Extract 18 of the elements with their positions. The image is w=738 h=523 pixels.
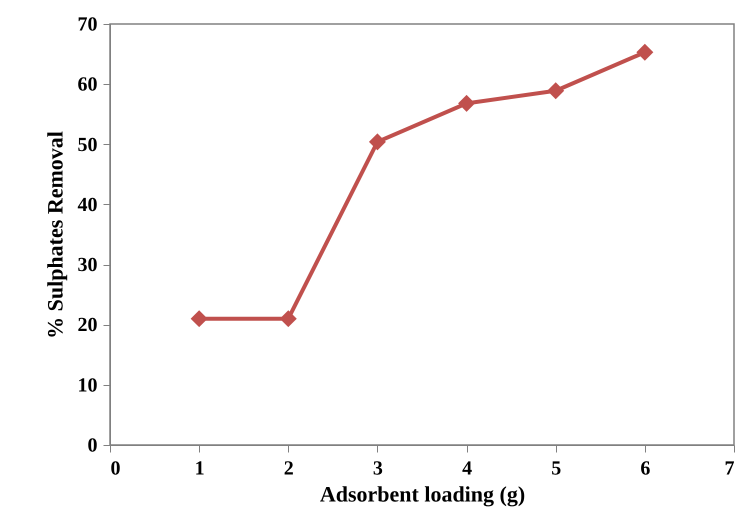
y-tick-label: 60 (78, 74, 98, 96)
x-tick-label: 1 (194, 458, 205, 480)
x-tick-label: 2 (284, 458, 294, 480)
x-tick-label: 0 (110, 458, 120, 480)
y-tick-label: 40 (78, 194, 98, 216)
x-tick-label: 6 (640, 458, 650, 480)
y-tick-label: 30 (78, 254, 98, 276)
y-tick-label: 50 (78, 134, 98, 156)
y-axis-title: % Sulphates Removal (42, 131, 68, 339)
x-tick-label: 5 (551, 458, 562, 480)
y-tick-label: 70 (78, 14, 98, 36)
x-tick-label: 3 (372, 458, 383, 480)
y-tick-label: 0 (88, 434, 98, 456)
y-tick-label: 10 (78, 374, 98, 396)
x-tick-label: 7 (724, 458, 734, 480)
x-axis-title: Adsorbent loading (g) (320, 482, 526, 506)
x-tick-label: 4 (462, 458, 472, 480)
y-tick-label: 20 (78, 314, 98, 336)
